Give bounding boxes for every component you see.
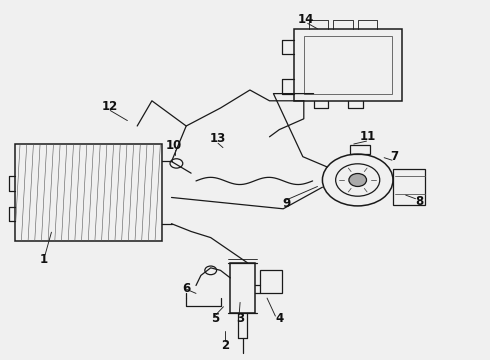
Text: 9: 9 — [283, 197, 291, 210]
Circle shape — [349, 174, 367, 186]
Text: 14: 14 — [298, 13, 315, 26]
Bar — [304, 36, 392, 94]
Text: 3: 3 — [236, 312, 244, 325]
Bar — [294, 29, 402, 101]
Bar — [15, 144, 162, 241]
Bar — [260, 270, 282, 293]
Bar — [393, 169, 425, 205]
Text: 2: 2 — [221, 339, 229, 352]
Text: 4: 4 — [275, 312, 283, 325]
Text: 7: 7 — [391, 150, 398, 163]
Text: 10: 10 — [166, 139, 182, 152]
Bar — [230, 263, 255, 313]
Text: 6: 6 — [182, 282, 190, 294]
Text: 11: 11 — [359, 130, 376, 143]
Text: 5: 5 — [212, 312, 220, 325]
Bar — [350, 145, 370, 154]
Text: 8: 8 — [415, 195, 423, 208]
Text: 1: 1 — [40, 253, 48, 266]
Text: 13: 13 — [210, 132, 226, 145]
Text: 12: 12 — [102, 100, 119, 113]
